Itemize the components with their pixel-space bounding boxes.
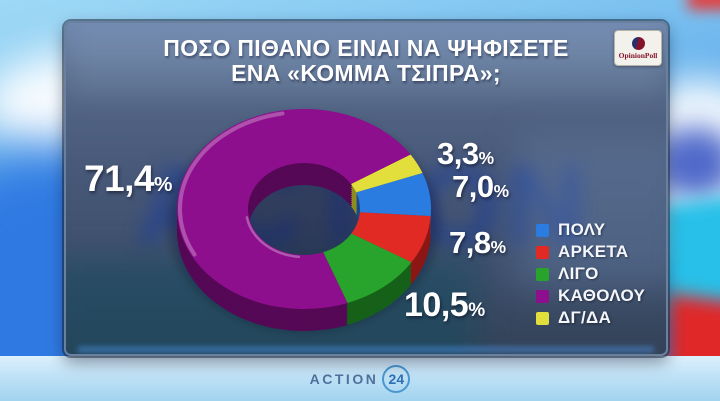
percent-label-arketa: 7,8% xyxy=(449,225,507,260)
legend-item: ΔΓ/ΔΑ xyxy=(536,307,645,329)
chart-legend: ΠΟΛΥ ΑΡΚΕΤΑ ΛΙΓΟ ΚΑΘΟΛΟΥ ΔΓ/ΔΑ xyxy=(536,219,645,329)
action24-logo: ACTION 24 xyxy=(309,364,411,393)
channel-strip: ACTION 24 xyxy=(0,356,720,401)
background-cyan-shape xyxy=(662,191,720,315)
title-line-1: ΠΟΣΟ ΠΙΘΑΝΟ ΕΙΝΑΙ ΝΑ ΨΗΦΙΣΕΤΕ xyxy=(163,35,569,61)
legend-label: ΛΙΓΟ xyxy=(558,264,599,283)
background-red-sliver xyxy=(688,0,720,10)
legend-label: ΑΡΚΕΤΑ xyxy=(558,242,629,261)
legend-label: ΔΓ/ΔΑ xyxy=(558,308,612,327)
percent-label-dgda: 3,3% xyxy=(437,136,495,171)
legend-swatch-icon xyxy=(536,311,549,325)
action24-wordmark: ACTION xyxy=(309,370,379,387)
legend-swatch-icon xyxy=(536,267,549,281)
opinionpoll-badge: OpinionPoll xyxy=(614,30,662,66)
legend-item: ΠΟΛΥ xyxy=(536,219,645,241)
legend-item: ΑΡΚΕΤΑ xyxy=(536,241,645,263)
legend-swatch-icon xyxy=(536,223,549,237)
percent-label-katholoy: 71,4% xyxy=(84,158,173,199)
action24-circle: 24 xyxy=(382,364,411,393)
opinionpoll-globe-icon xyxy=(631,36,645,50)
legend-label: ΚΑΘΟΛΟΥ xyxy=(558,286,646,305)
legend-label: ΠΟΛΥ xyxy=(558,220,606,239)
percent-label-poly: 7,0% xyxy=(452,169,510,204)
panel-bottom-glow xyxy=(78,347,654,352)
poll-question-title: ΠΟΣΟ ΠΙΘΑΝΟ ΕΙΝΑΙ ΝΑ ΨΗΦΙΣΕΤΕ ΕΝΑ «ΚΟΜΜΑ… xyxy=(66,36,666,86)
legend-item: ΚΑΘΟΛΟΥ xyxy=(536,285,645,307)
legend-item: ΛΙΓΟ xyxy=(536,263,645,285)
title-line-2: ΕΝΑ «ΚΟΜΜΑ ΤΣΙΠΡΑ»; xyxy=(231,60,501,86)
opinionpoll-label: OpinionPoll xyxy=(618,50,658,60)
legend-swatch-icon xyxy=(536,289,549,303)
legend-swatch-icon xyxy=(536,245,549,259)
percent-label-ligo: 10,5% xyxy=(404,286,486,324)
